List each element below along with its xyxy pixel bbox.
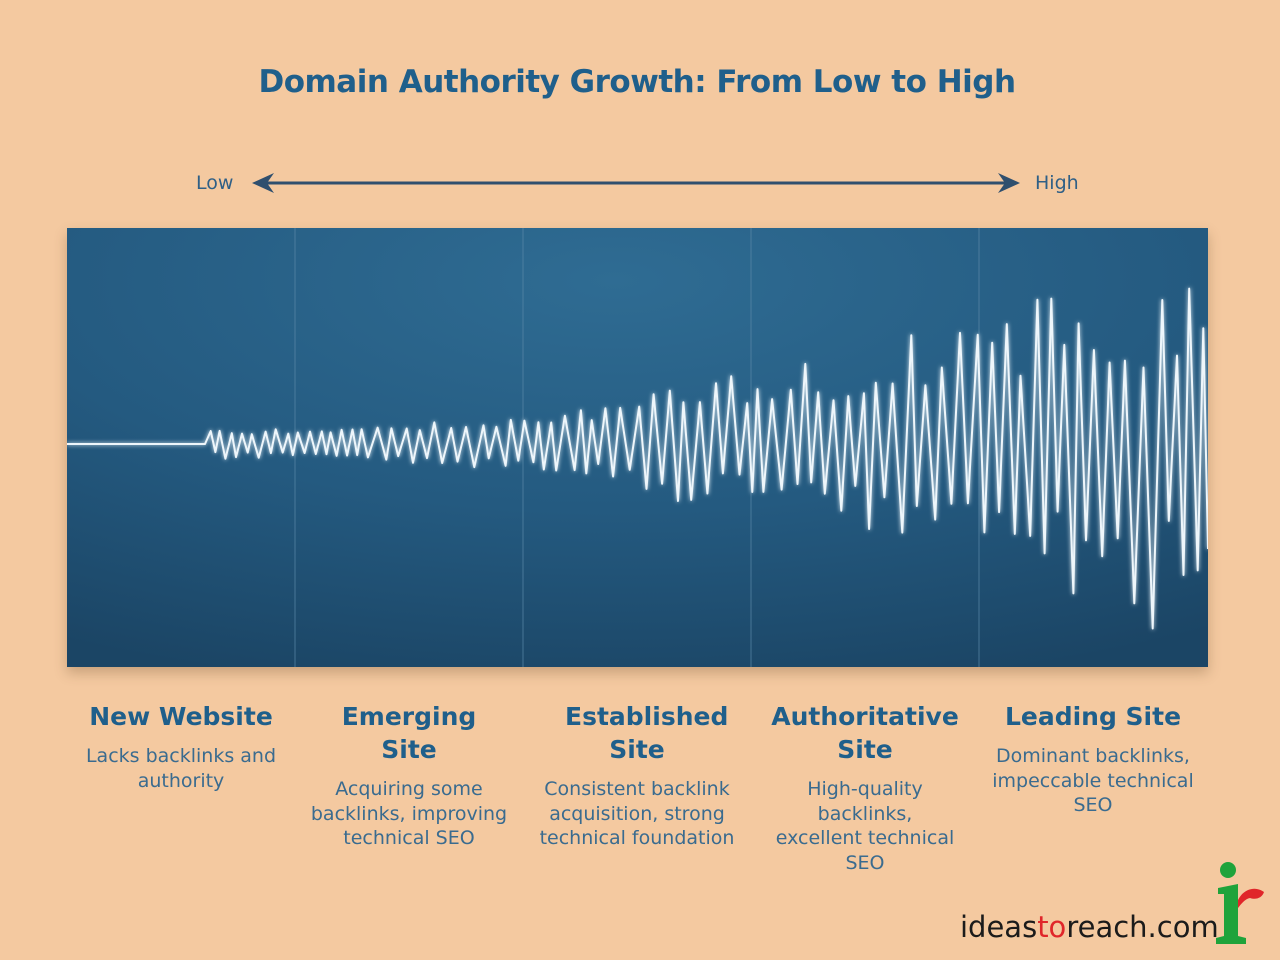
stage-title: New Website [89,702,273,731]
stage-description: High-quality backlinks, excellent techni… [775,778,955,874]
stage-new-website: New Website Lacks backlinks and authorit… [67,700,295,793]
stage-emerging-site: Emerging Site Acquiring some backlinks, … [295,700,523,851]
brand-wordmark: ideastoreach.com [960,910,1219,944]
stage-description: Lacks backlinks and authority [85,745,277,792]
stage-title: Leading Site [1004,702,1182,731]
stage-title: Established Site [565,702,729,764]
brand-highlight: to [1037,910,1067,944]
stage-title: Authoritative Site [771,702,959,764]
page-title: Domain Authority Growth: From Low to Hig… [258,64,1016,100]
stage-leading-site: Leading Site Dominant backlinks, impecca… [979,700,1207,818]
brand-text: reach.com [1066,910,1219,944]
stage-established-site: Established Site Consistent backlink acq… [523,700,751,851]
scale-low-label: Low [196,172,234,194]
ideastoreach-ir-logo-icon [1216,862,1264,944]
stage-description: Consistent backlink acquisition, strong … [539,778,735,849]
stage-title: Emerging Site [341,702,477,764]
authority-waveform [67,287,1208,630]
scale-high-label: High [1035,172,1079,194]
stage-description: Acquiring some backlinks, improving tech… [310,778,508,849]
stage-description: Dominant backlinks, impeccable technical… [992,745,1194,816]
double-headed-arrow-icon [252,173,1020,193]
stage-authoritative-site: Authoritative Site High-quality backlink… [751,700,979,875]
authority-waveform-panel [67,228,1208,667]
brand-text: ideas [960,910,1038,944]
